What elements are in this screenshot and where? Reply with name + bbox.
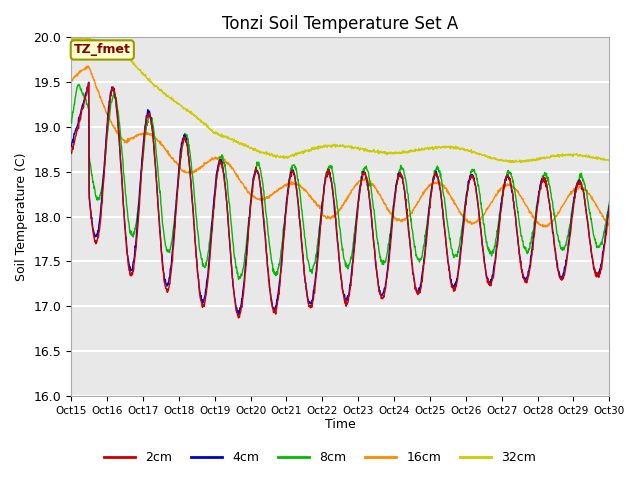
Text: TZ_fmet: TZ_fmet <box>74 44 131 57</box>
Title: Tonzi Soil Temperature Set A: Tonzi Soil Temperature Set A <box>222 15 458 33</box>
X-axis label: Time: Time <box>325 419 356 432</box>
Legend: 2cm, 4cm, 8cm, 16cm, 32cm: 2cm, 4cm, 8cm, 16cm, 32cm <box>99 446 541 469</box>
Y-axis label: Soil Temperature (C): Soil Temperature (C) <box>15 152 28 281</box>
